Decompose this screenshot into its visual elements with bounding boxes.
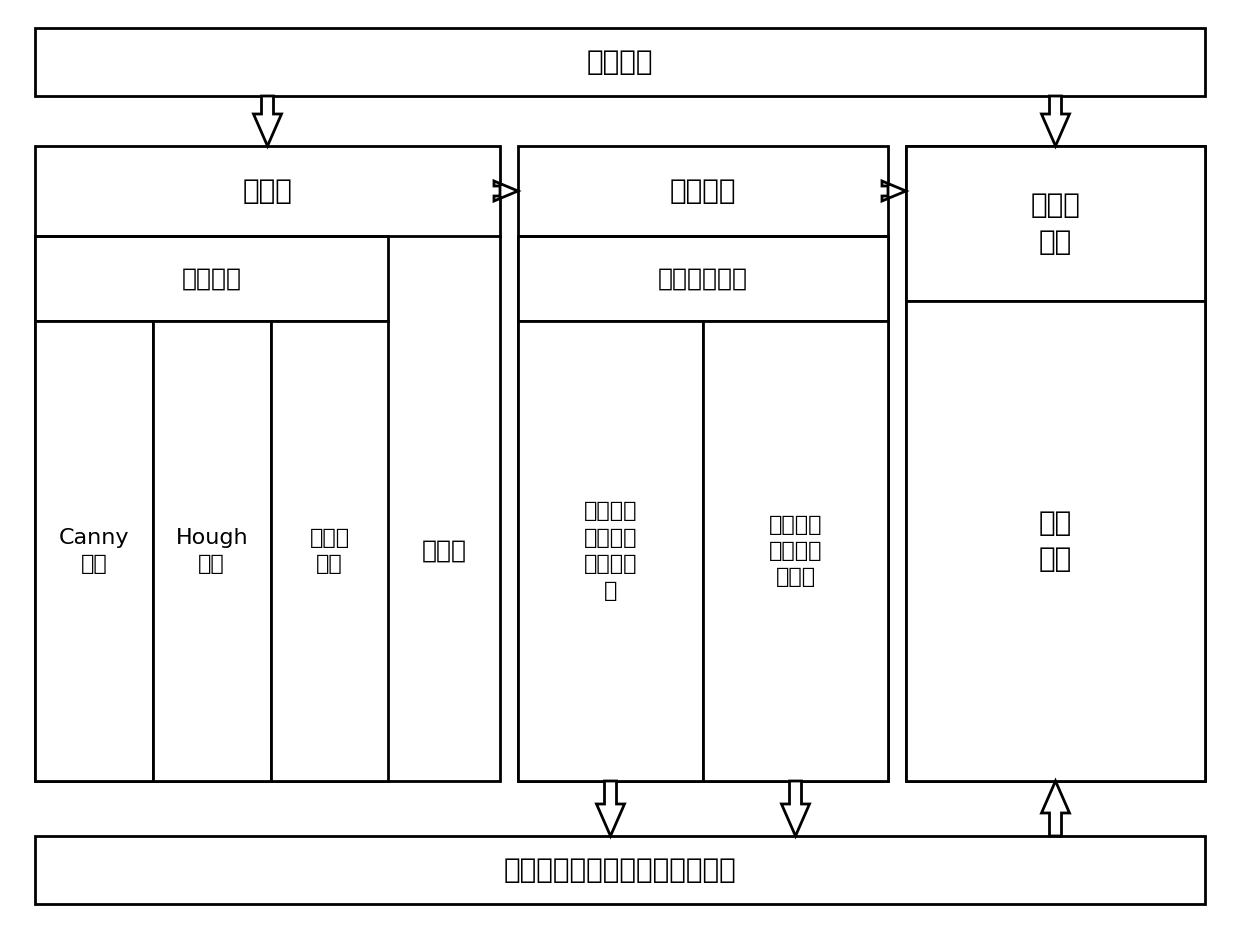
Bar xyxy=(35,146,500,781)
Text: 微积分
算子: 微积分 算子 xyxy=(310,528,350,574)
Text: 隐藏保护: 隐藏保护 xyxy=(670,177,737,205)
Text: 差分隐私算法: 差分隐私算法 xyxy=(658,267,748,291)
Bar xyxy=(35,236,388,321)
Bar xyxy=(35,321,153,781)
Polygon shape xyxy=(596,781,625,836)
Bar xyxy=(906,146,1205,301)
Text: 虹膜原图: 虹膜原图 xyxy=(587,48,653,76)
Bar xyxy=(35,836,1205,904)
Text: 基于拉普
拉斯噪声
的差分隐
私: 基于拉普 拉斯噪声 的差分隐 私 xyxy=(584,501,637,600)
Text: 基于高斯
噪声的差
分隐私: 基于高斯 噪声的差 分隐私 xyxy=(769,514,822,587)
Bar xyxy=(518,146,888,781)
Text: 相似性
验证: 相似性 验证 xyxy=(1030,191,1080,256)
Text: 预处理: 预处理 xyxy=(243,177,293,205)
Polygon shape xyxy=(882,181,906,201)
Text: 哈希
算法: 哈希 算法 xyxy=(1039,509,1073,573)
Polygon shape xyxy=(1042,781,1069,836)
Bar xyxy=(518,236,888,321)
Bar xyxy=(518,321,703,781)
Polygon shape xyxy=(253,96,281,146)
Polygon shape xyxy=(494,181,518,201)
Text: 面向隐私需求保护后的虹膜图像: 面向隐私需求保护后的虹膜图像 xyxy=(503,856,737,884)
Text: 虹膜定位: 虹膜定位 xyxy=(182,267,242,291)
Polygon shape xyxy=(781,781,810,836)
Text: 归一化: 归一化 xyxy=(422,539,466,563)
Bar xyxy=(153,321,270,781)
Bar xyxy=(906,146,1205,781)
Text: Canny
算子: Canny 算子 xyxy=(58,528,129,574)
Bar xyxy=(35,28,1205,96)
Polygon shape xyxy=(1042,96,1069,146)
Bar xyxy=(906,301,1205,781)
Bar xyxy=(270,321,388,781)
Bar xyxy=(703,321,888,781)
Text: Hough
变换: Hough 变换 xyxy=(175,528,248,574)
